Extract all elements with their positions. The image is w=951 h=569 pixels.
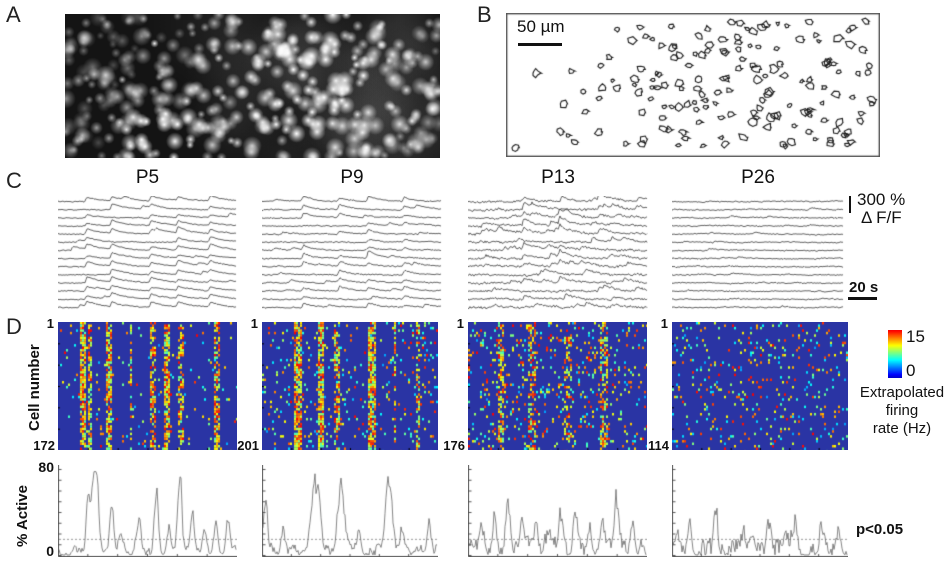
scale-bar	[518, 43, 562, 46]
heatmap-p13	[468, 322, 647, 450]
age-header-p9: P9	[340, 167, 364, 188]
heatmap4-bottom-tick: 114	[648, 438, 669, 453]
panel-a-fluorescence-image	[65, 14, 440, 158]
colorbar-caption-line1: Extrapolated	[859, 384, 945, 401]
age-header-p26: P26	[741, 167, 775, 188]
panel-c-label: C	[6, 168, 22, 193]
time-scale-label: 20 s	[849, 279, 879, 296]
colorbar-caption-line3: rate (Hz)	[872, 420, 932, 437]
heatmap-p26	[672, 322, 848, 450]
heatmap3-bottom-tick: 176	[443, 438, 465, 453]
colorbar-min-tick: 0	[906, 361, 916, 380]
active-ymax-tick: 80	[38, 459, 54, 475]
panel-b-label: B	[477, 2, 492, 27]
heatmap1-top-tick: 1	[46, 316, 54, 331]
cell-number-axis-label: Cell number	[26, 344, 43, 432]
scale-bar-label: 50 µm	[517, 17, 565, 36]
colorbar-max-tick: 15	[906, 327, 925, 346]
panel-a-label: A	[6, 2, 21, 27]
significance-label: p<0.05	[856, 521, 904, 538]
active-ymin-tick: 0	[46, 543, 54, 559]
age-header-p13: P13	[541, 167, 575, 188]
heatmap2-bottom-tick: 201	[237, 438, 259, 453]
active-plot-p13	[468, 465, 647, 557]
amplitude-scale-bar	[849, 196, 851, 213]
time-scale-bar	[848, 297, 877, 300]
traces-p26	[672, 196, 844, 310]
active-axis-label: % Active	[14, 485, 31, 547]
heatmap-p5	[58, 322, 237, 450]
heatmap4-top-tick: 1	[660, 316, 668, 331]
active-plot-p9	[262, 465, 438, 557]
colorbar-caption: Extrapolated firing rate (Hz)	[853, 384, 951, 438]
colorbar-caption-line2: firing	[885, 402, 919, 419]
amplitude-scale-value: 300 %	[857, 190, 906, 209]
heatmap-p9	[262, 322, 438, 450]
heatmap3-top-tick: 1	[456, 316, 464, 331]
traces-p13	[468, 196, 648, 310]
panel-b-cell-outline-map	[506, 13, 880, 157]
amplitude-scale-unit: Δ F/F	[861, 208, 902, 227]
colorbar	[888, 330, 902, 378]
panel-d-label: D	[6, 314, 22, 339]
age-header-p5: P5	[135, 167, 160, 188]
active-plot-p26	[672, 465, 848, 557]
active-plot-p5	[58, 465, 237, 557]
traces-p5	[58, 196, 237, 310]
heatmap2-top-tick: 1	[250, 316, 258, 331]
traces-p9	[262, 196, 442, 310]
heatmap1-bottom-tick: 172	[33, 438, 55, 453]
